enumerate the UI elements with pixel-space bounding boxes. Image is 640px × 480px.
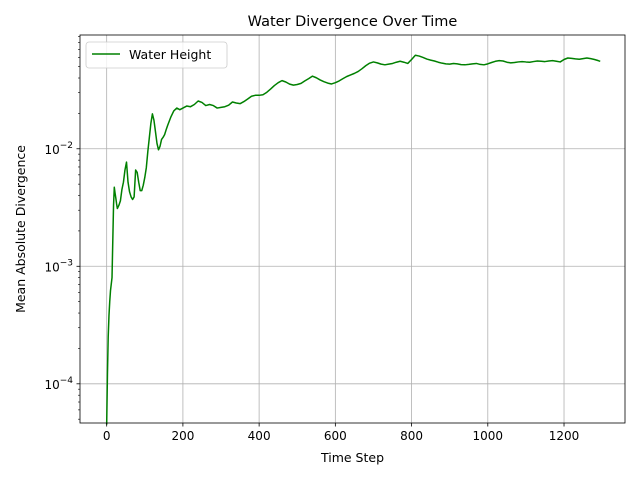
x-tick-label: 600 (324, 429, 347, 443)
grid-lines (80, 35, 625, 423)
y-tick-label: 10−2 (44, 141, 73, 157)
x-tick-label: 400 (248, 429, 271, 443)
legend-box (85, 41, 228, 69)
x-tick-label: 800 (400, 429, 423, 443)
x-tick-label: 1200 (549, 429, 580, 443)
legend: Water Height (85, 41, 228, 69)
plot-frame (79, 34, 626, 424)
y-axis-label: Mean Absolute Divergence (13, 145, 28, 313)
legend-label-water-height: Water Height (129, 47, 211, 62)
x-axis-label: Time Step (320, 450, 384, 465)
y-tick-label: 10−3 (44, 258, 73, 274)
x-tick-label: 1000 (473, 429, 504, 443)
series-layer (105, 54, 601, 425)
x-tick-label: 0 (103, 429, 111, 443)
x-axis-ticks: 0 200 400 600 800 1000 1200 (103, 423, 579, 443)
chart-title: Water Divergence Over Time (248, 14, 458, 30)
series-line-water-height (105, 54, 601, 425)
y-axis-ticks: 10−4 10−3 10−2 (44, 141, 80, 392)
x-tick-label: 200 (171, 429, 194, 443)
y-tick-label: 10−4 (44, 376, 73, 392)
